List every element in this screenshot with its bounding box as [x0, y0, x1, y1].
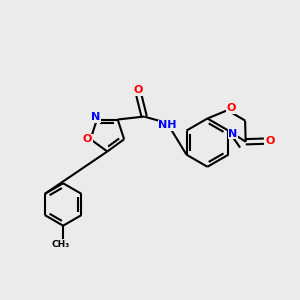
Text: O: O [134, 85, 143, 95]
Text: O: O [227, 103, 236, 113]
Text: CH₃: CH₃ [51, 240, 69, 249]
Text: N: N [228, 128, 238, 139]
Text: O: O [265, 136, 274, 146]
Text: NH: NH [158, 120, 177, 130]
Text: O: O [83, 134, 92, 144]
Text: N: N [91, 112, 100, 122]
